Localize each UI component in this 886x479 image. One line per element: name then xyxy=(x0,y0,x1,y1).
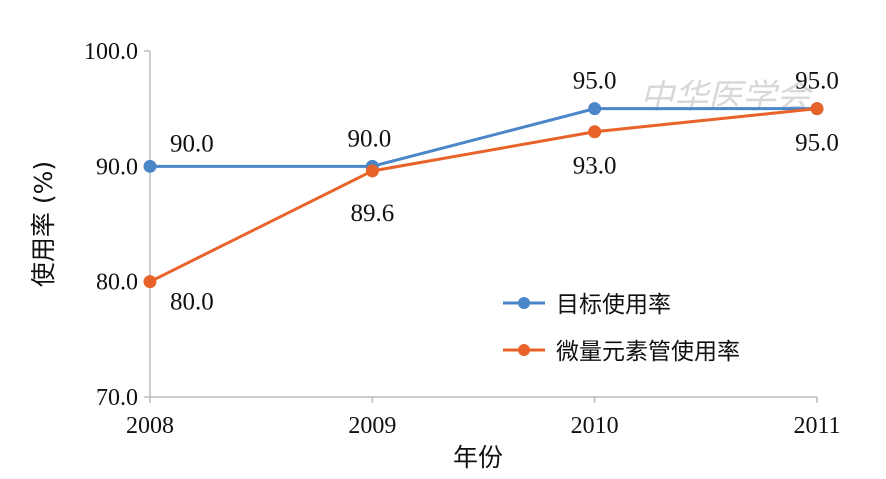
legend-marker xyxy=(518,297,530,309)
y-tick-label: 70.0 xyxy=(96,385,138,411)
x-axis-label: 年份 xyxy=(453,443,503,472)
data-label: 95.0 xyxy=(795,130,839,157)
axes: 70.0 80.0 90.0 100.0 2008 2009 2010 2011 xyxy=(84,39,841,439)
y-tick-label: 80.0 xyxy=(96,270,138,296)
x-tick-label: 2009 xyxy=(348,413,396,439)
x-tick-label: 2010 xyxy=(571,413,619,439)
data-label: 95.0 xyxy=(573,68,617,95)
data-label: 90.0 xyxy=(170,130,214,157)
data-point xyxy=(588,102,602,116)
data-label: 80.0 xyxy=(170,289,214,316)
data-point xyxy=(143,159,157,173)
series-line-2 xyxy=(149,107,818,284)
legend-label: 目标使用率 xyxy=(556,292,671,318)
legend-marker xyxy=(518,344,530,356)
data-label: 89.6 xyxy=(350,200,394,227)
x-tick-label: 2008 xyxy=(126,413,174,439)
data-label: 95.0 xyxy=(795,68,839,95)
series-group xyxy=(143,102,824,289)
y-axis-label: 使用率 (%) xyxy=(29,161,58,287)
data-point xyxy=(365,164,379,178)
y-tick-label: 90.0 xyxy=(96,154,138,180)
data-labels: 90.0 90.0 95.0 95.0 80.0 89.6 93.0 95.0 xyxy=(170,68,839,316)
data-point xyxy=(810,102,824,116)
data-point xyxy=(143,275,157,289)
series-line-1 xyxy=(150,107,817,168)
data-point xyxy=(588,125,602,139)
data-label: 93.0 xyxy=(573,153,617,180)
data-label: 90.0 xyxy=(347,125,391,152)
legend-label: 微量元素管使用率 xyxy=(556,339,740,365)
x-tick-label: 2011 xyxy=(793,413,840,439)
watermark: 中华医学会 xyxy=(640,77,814,117)
y-tick-label: 100.0 xyxy=(84,39,138,65)
